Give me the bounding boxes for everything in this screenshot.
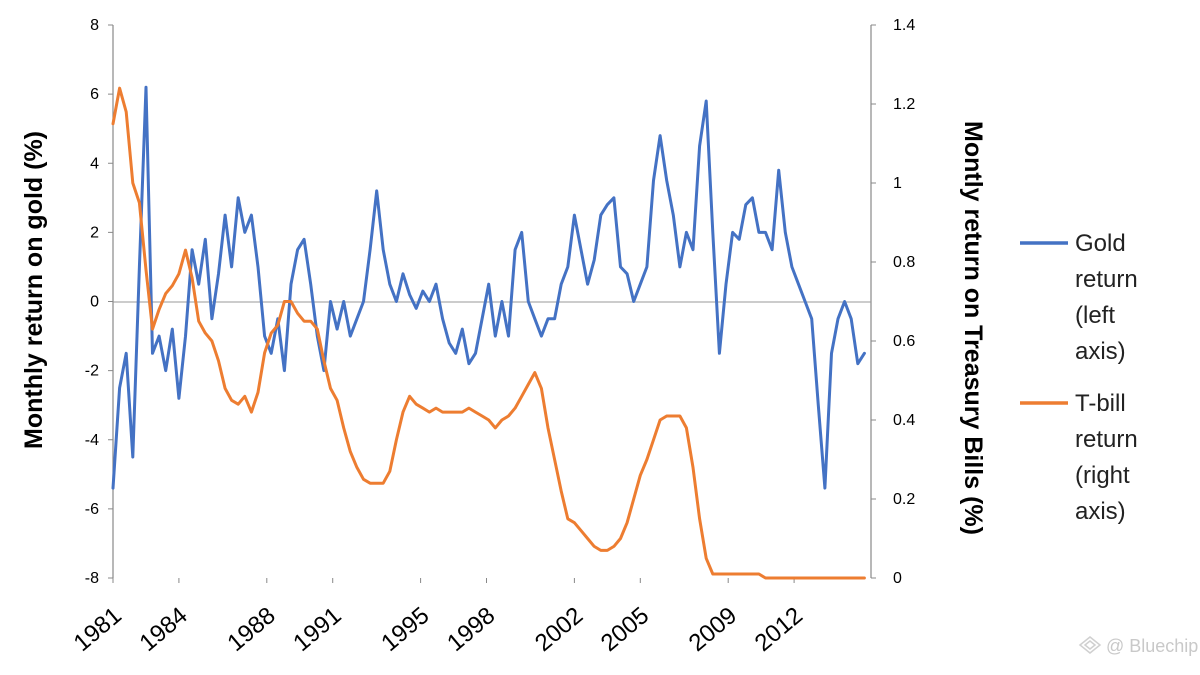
x-tick-label: 1995 [376,602,434,657]
left-tick-label: -2 [85,363,99,380]
x-tick-label: 2009 [684,602,742,657]
x-tick-label: 1984 [135,602,193,657]
right-axis-title: Montly return on Treasury Bills (%) [959,121,987,535]
left-tick-label: 0 [90,294,99,311]
legend-item-gold: Gold return (left axis) [1020,230,1138,365]
right-tick-label: 1.2 [893,96,915,113]
watermark-logo-icon [1078,636,1102,654]
right-y-axis: 1.4 1.2 1 0.8 0.6 0.4 0.2 0 [870,17,915,587]
watermark-text: @ Bluechip [1106,636,1198,656]
legend-label-tbill-4: axis) [1075,498,1126,525]
legend-label-gold-2: return [1075,266,1138,293]
series-line-tbill [111,86,866,580]
right-tick-label: 0.4 [893,412,915,429]
right-tick-label: 0.2 [893,491,915,508]
legend-label-gold-1: Gold [1075,230,1126,257]
left-tick-label: -6 [85,501,99,518]
x-tick-label: 2002 [530,602,588,657]
legend-label-gold-4: axis) [1075,338,1126,365]
left-tick-label: -8 [85,570,99,587]
left-tick-label: 4 [90,155,99,172]
x-tick-label: 1981 [69,602,127,657]
x-tick-label: 1991 [288,602,346,657]
right-tick-label: 0 [893,570,902,587]
watermark: @ Bluechip [1078,636,1198,656]
right-tick-label: 0.6 [893,333,915,350]
left-tick-label: 8 [90,17,99,34]
series-line-gold [111,85,866,490]
x-tick-label: 1988 [222,602,280,657]
right-tick-label: 0.8 [893,254,915,271]
legend-item-tbill: T-bill return (right axis) [1020,390,1138,525]
legend-label-tbill-2: return [1075,426,1138,453]
x-tick-label: 2012 [750,602,808,657]
left-y-axis: 8 6 4 2 0 -2 -4 -6 -8 [85,17,114,587]
x-axis-ticks: 1981 1984 1988 1991 1995 1998 2002 2005 2009 2012 [69,578,808,657]
series-layer [111,85,866,580]
left-tick-label: -4 [85,432,99,449]
left-axis-title: Monthly return on gold (%) [20,131,48,449]
right-tick-label: 1.4 [893,17,915,34]
left-tick-label: 2 [90,224,99,241]
legend-label-tbill-1: T-bill [1075,390,1126,417]
x-tick-label: 1998 [442,602,500,657]
right-tick-label: 1 [893,175,902,192]
legend: Gold return (left axis) T-bill return (r… [1020,230,1138,525]
x-tick-label: 2005 [596,602,654,657]
left-tick-label: 6 [90,86,99,103]
legend-label-tbill-3: (right [1075,462,1130,489]
legend-label-gold-3: (left [1075,302,1115,329]
